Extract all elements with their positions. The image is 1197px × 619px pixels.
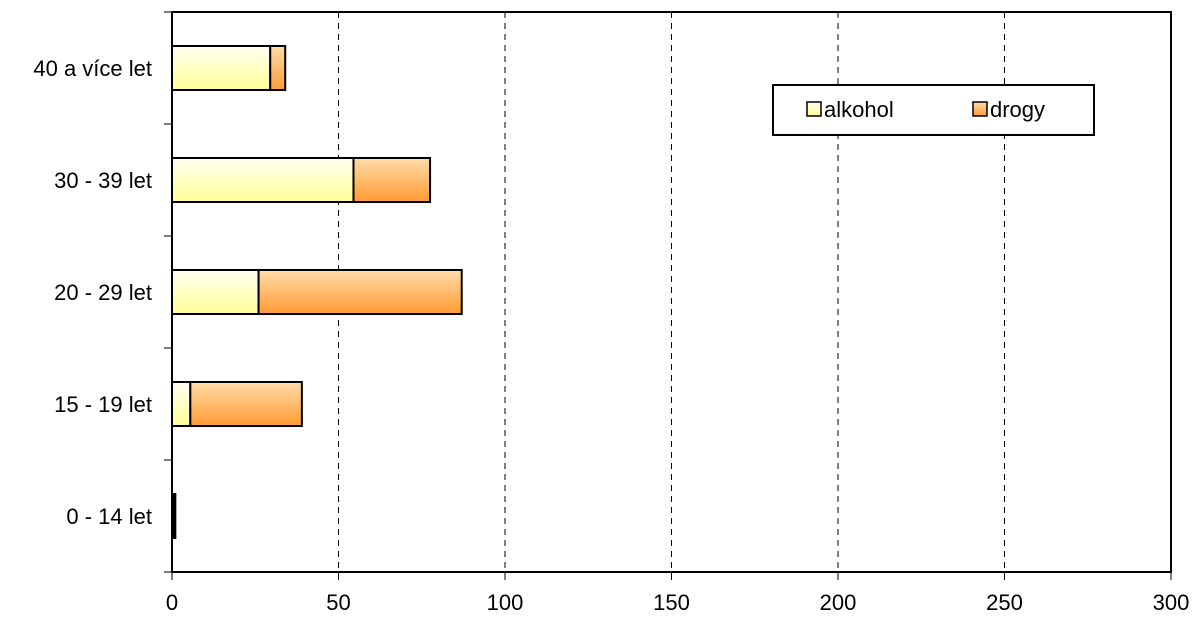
x-tick-label: 200 — [820, 590, 857, 615]
legend-swatch-alkohol — [806, 101, 822, 117]
bar-drogy — [189, 381, 303, 427]
legend-box — [772, 84, 1095, 136]
y-tick-label: 15 - 19 let — [54, 392, 152, 417]
bar-alkohol — [171, 381, 192, 427]
bar-drogy — [352, 157, 432, 203]
y-tick-label: 20 - 29 let — [54, 280, 152, 305]
legend-label-alkohol: alkohol — [824, 97, 894, 122]
x-tick-label: 300 — [1153, 590, 1190, 615]
x-tick-label: 250 — [986, 590, 1023, 615]
bars — [171, 45, 463, 539]
legend-swatch-drogy — [972, 101, 988, 117]
legend: alkohol drogy — [772, 84, 1095, 136]
bar-alkohol — [171, 269, 260, 315]
bar-drogy — [172, 493, 177, 539]
axes: 0 - 14 let 15 - 19 let 20 - 29 let 30 - 39 … — [33, 11, 1190, 615]
bar-alkohol — [171, 157, 355, 203]
x-tick-label: 150 — [653, 590, 690, 615]
legend-label-drogy: drogy — [990, 97, 1045, 122]
y-tick-label: 30 - 39 let — [54, 168, 152, 193]
bar-alkohol — [171, 45, 272, 91]
y-tick-label: 40 a více let — [33, 56, 152, 81]
x-tick-label: 100 — [487, 590, 524, 615]
bar-drogy — [269, 45, 287, 91]
x-tick-label: 50 — [326, 590, 350, 615]
bar-drogy — [257, 269, 463, 315]
y-tick-label: 0 - 14 let — [66, 504, 152, 529]
x-tick-label: 0 — [166, 590, 178, 615]
